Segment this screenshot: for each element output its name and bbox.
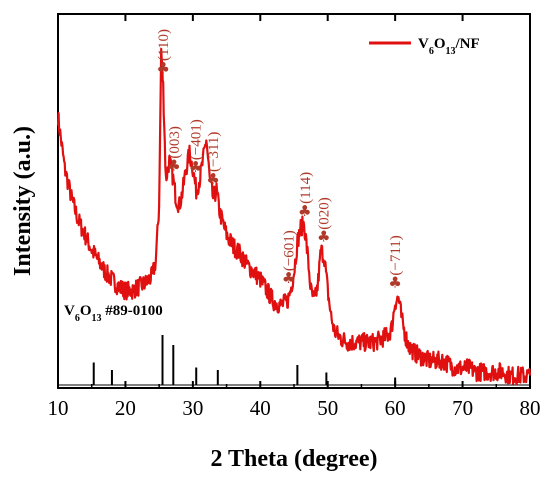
x-tick-label: 10 xyxy=(48,396,69,420)
x-tick-label: 20 xyxy=(115,396,136,420)
x-tick-label: 80 xyxy=(520,396,541,420)
peak-marker: ♣ xyxy=(298,202,311,220)
x-axis-label: 2 Theta (degree) xyxy=(210,446,377,472)
peak-label: (−401) xyxy=(189,119,205,160)
peak-label: (−311) xyxy=(206,132,222,172)
peak-label: (020) xyxy=(317,197,333,230)
peak-marker: ♣ xyxy=(189,158,202,176)
y-axis-label: Intensity (a.u.) xyxy=(10,126,36,276)
peak-marker: ♣ xyxy=(206,170,219,188)
x-tick-label: 60 xyxy=(385,396,406,420)
peak-marker: ♣ xyxy=(156,59,169,77)
peak-label: (114) xyxy=(298,172,314,204)
x-tick-label: 70 xyxy=(452,396,473,420)
peak-marker: ♣ xyxy=(167,157,180,175)
peak-label: (003) xyxy=(167,126,183,159)
x-tick-label: 30 xyxy=(182,396,203,420)
peak-marker: ♣ xyxy=(317,228,330,246)
reference-lines xyxy=(58,335,530,386)
peak-label: (110) xyxy=(156,29,172,61)
peak-marker: ♣ xyxy=(282,269,295,287)
x-tick-label: 40 xyxy=(250,396,271,420)
peak-marker: ♣ xyxy=(388,274,401,292)
reference-label: V6O13 #89-0100 xyxy=(64,303,163,324)
series-line-v6o13-nf xyxy=(56,47,532,386)
legend: V6O13/NF xyxy=(369,36,480,57)
peak-annotations: ♣(110)♣(003)♣(−401)♣(−311)♣(−601)♣(114)♣… xyxy=(156,29,404,292)
plot-frame xyxy=(57,13,531,389)
legend-label: V6O13/NF xyxy=(418,36,480,57)
x-axis-ticks: 10 20 30 40 50 60 70 80 xyxy=(48,14,541,420)
peak-label: (−601) xyxy=(282,230,298,271)
peak-label: (−711) xyxy=(388,235,404,275)
x-tick-label: 50 xyxy=(317,396,338,420)
